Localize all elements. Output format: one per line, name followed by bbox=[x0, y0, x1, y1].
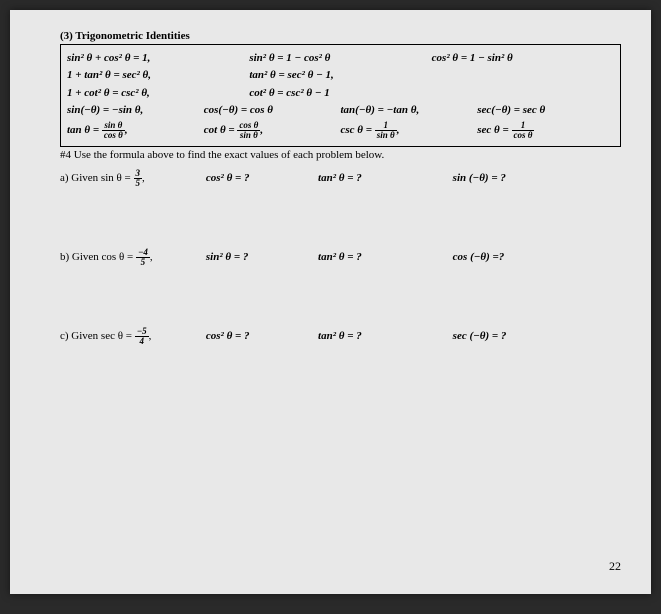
problem-a: a) Given sin θ = 35, cos² θ = ? tan² θ =… bbox=[60, 169, 621, 188]
identity-cell: cot θ = cos θsin θ, bbox=[204, 121, 341, 140]
lhs: cot θ = bbox=[204, 124, 235, 136]
problem-q3: cos (−θ) =? bbox=[453, 251, 593, 263]
identity-cell: tan(−θ) = −tan θ, bbox=[341, 103, 478, 118]
problem-b: b) Given cos θ = −45, sin² θ = ? tan² θ … bbox=[60, 248, 621, 267]
worksheet-page: (3) Trigonometric Identities sin² θ + co… bbox=[10, 10, 651, 594]
comma: , bbox=[260, 124, 263, 136]
identity-cell: cos² θ = 1 − sin² θ bbox=[432, 51, 614, 66]
identity-cell: cos(−θ) = cos θ bbox=[204, 103, 341, 118]
problem-given: a) Given sin θ = 35, bbox=[60, 169, 206, 188]
identities-box: sin² θ + cos² θ = 1, sin² θ = 1 − cos² θ… bbox=[60, 44, 621, 147]
problem-q3: sec (−θ) = ? bbox=[453, 330, 593, 342]
fraction: −54 bbox=[135, 327, 149, 346]
identity-row-1: sin² θ + cos² θ = 1, sin² θ = 1 − cos² θ… bbox=[67, 51, 614, 66]
denominator: 4 bbox=[135, 337, 149, 346]
fraction: 1sin θ bbox=[375, 121, 397, 140]
problem-q1: sin² θ = ? bbox=[206, 251, 318, 263]
denominator: sin θ bbox=[375, 131, 397, 140]
identity-cell: 1 + cot² θ = csc² θ, bbox=[67, 86, 249, 101]
identity-cell: cot² θ = csc² θ − 1 bbox=[249, 86, 431, 101]
section-title: (3) Trigonometric Identities bbox=[60, 30, 621, 42]
identity-cell bbox=[432, 86, 614, 101]
problem-q3: sin (−θ) = ? bbox=[453, 172, 593, 184]
instruction-text: #4 Use the formula above to find the exa… bbox=[60, 149, 621, 161]
problem-given: c) Given sec θ = −54, bbox=[60, 327, 206, 346]
fraction: −45 bbox=[136, 248, 150, 267]
identity-row-3: 1 + cot² θ = csc² θ, cot² θ = csc² θ − 1 bbox=[67, 86, 614, 101]
problem-q1: cos² θ = ? bbox=[206, 330, 318, 342]
identity-cell: sin² θ + cos² θ = 1, bbox=[67, 51, 249, 66]
identity-row-2: 1 + tan² θ = sec² θ, tan² θ = sec² θ − 1… bbox=[67, 68, 614, 83]
comma: , bbox=[149, 330, 152, 342]
denominator: 5 bbox=[136, 258, 150, 267]
problem-q1: cos² θ = ? bbox=[206, 172, 318, 184]
problem-q2: tan² θ = ? bbox=[318, 172, 453, 184]
identity-cell bbox=[432, 68, 614, 83]
identity-cell: csc θ = 1sin θ, bbox=[341, 121, 478, 140]
problem-c: c) Given sec θ = −54, cos² θ = ? tan² θ … bbox=[60, 327, 621, 346]
lhs: tan θ = bbox=[67, 124, 99, 136]
identity-cell: sin² θ = 1 − cos² θ bbox=[249, 51, 431, 66]
even-odd-row: sin(−θ) = −sin θ, cos(−θ) = cos θ tan(−θ… bbox=[67, 103, 614, 118]
identity-cell: tan² θ = sec² θ − 1, bbox=[249, 68, 431, 83]
identity-cell: 1 + tan² θ = sec² θ, bbox=[67, 68, 249, 83]
problem-q2: tan² θ = ? bbox=[318, 251, 453, 263]
fraction: 35 bbox=[134, 169, 143, 188]
quotient-row: tan θ = sin θcos θ, cot θ = cos θsin θ, … bbox=[67, 121, 614, 140]
identity-cell: tan θ = sin θcos θ, bbox=[67, 121, 204, 140]
denominator: cos θ bbox=[102, 131, 125, 140]
problem-q2: tan² θ = ? bbox=[318, 330, 453, 342]
comma: , bbox=[125, 124, 128, 136]
comma: , bbox=[397, 124, 400, 136]
fraction: 1cos θ bbox=[512, 121, 535, 140]
lhs: sec θ = bbox=[477, 124, 509, 136]
content-area: (3) Trigonometric Identities sin² θ + co… bbox=[10, 10, 651, 376]
fraction: cos θsin θ bbox=[237, 121, 260, 140]
given-label: a) Given sin θ = bbox=[60, 172, 134, 184]
given-label: b) Given cos θ = bbox=[60, 251, 136, 263]
problem-given: b) Given cos θ = −45, bbox=[60, 248, 206, 267]
denominator: sin θ bbox=[237, 131, 260, 140]
page-number: 22 bbox=[609, 559, 621, 574]
identity-cell: sec θ = 1cos θ bbox=[477, 121, 614, 140]
comma: , bbox=[150, 251, 153, 263]
identity-cell: sin(−θ) = −sin θ, bbox=[67, 103, 204, 118]
denominator: cos θ bbox=[512, 131, 535, 140]
comma: , bbox=[142, 172, 145, 184]
fraction: sin θcos θ bbox=[102, 121, 125, 140]
lhs: csc θ = bbox=[341, 124, 373, 136]
identity-cell: sec(−θ) = sec θ bbox=[477, 103, 614, 118]
denominator: 5 bbox=[134, 179, 143, 188]
given-label: c) Given sec θ = bbox=[60, 330, 135, 342]
